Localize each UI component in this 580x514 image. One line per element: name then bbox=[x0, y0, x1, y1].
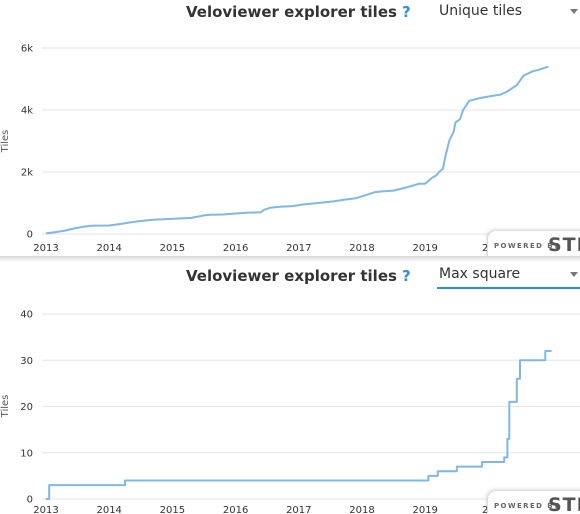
y-axis-label: Tiles bbox=[0, 130, 11, 154]
chart-title: Veloviewer explorer tiles? bbox=[186, 265, 411, 287]
y-tick-label: 6k bbox=[21, 44, 33, 55]
y-tick-label: 20 bbox=[20, 402, 33, 413]
chart-panel-unique-tiles: 02k4k6k201320142015201620172018201920Til… bbox=[0, 0, 580, 258]
chart-svg: 02k4k6k201320142015201620172018201920Til… bbox=[0, 44, 580, 254]
powered-by-text: POWERED BY bbox=[494, 502, 561, 510]
series-line bbox=[45, 65, 549, 235]
chart-title-text: Veloviewer explorer tiles bbox=[186, 3, 397, 21]
x-tick-label: 2019 bbox=[412, 243, 437, 254]
x-tick-label: 2015 bbox=[160, 505, 185, 514]
chart-title: Veloviewer explorer tiles? bbox=[186, 1, 411, 23]
x-tick-label: 2014 bbox=[96, 243, 121, 254]
powered-by-strava-badge[interactable]: POWERED BY STR bbox=[487, 230, 580, 258]
y-tick-label: 4k bbox=[21, 106, 33, 117]
metric-select[interactable]: Unique tiles bbox=[437, 0, 580, 24]
x-tick-label: 2013 bbox=[33, 243, 58, 254]
strava-logo: STR bbox=[548, 494, 580, 514]
x-tick-label: 2016 bbox=[223, 505, 248, 514]
x-tick-label: 2015 bbox=[160, 243, 185, 254]
x-tick-label: 2016 bbox=[223, 243, 248, 254]
chart-svg: 010203040201320142015201620172018201920T… bbox=[0, 310, 580, 514]
gridlines bbox=[42, 313, 580, 500]
metric-select[interactable]: Max square bbox=[437, 262, 580, 289]
chevron-down-icon bbox=[570, 9, 578, 14]
x-tick-label: 2018 bbox=[349, 505, 374, 514]
x-tick-label: 2014 bbox=[96, 505, 121, 514]
chevron-down-icon bbox=[570, 272, 578, 277]
powered-by-text: POWERED BY bbox=[494, 242, 561, 250]
chart-panel-max-square: 010203040201320142015201620172018201920T… bbox=[0, 262, 580, 514]
x-tick-label: 2018 bbox=[349, 243, 374, 254]
help-icon[interactable]: ? bbox=[401, 3, 411, 21]
y-tick-label: 10 bbox=[20, 448, 33, 459]
metric-select-value: Max square bbox=[439, 266, 521, 282]
y-tick-label: 2k bbox=[21, 168, 33, 179]
metric-select-value: Unique tiles bbox=[439, 3, 523, 19]
gridlines bbox=[42, 47, 580, 235]
y-tick-label: 0 bbox=[27, 495, 33, 506]
x-tick-label: 2017 bbox=[286, 243, 311, 254]
strava-logo: STR bbox=[548, 234, 580, 256]
help-icon[interactable]: ? bbox=[401, 267, 411, 285]
y-tick-label: 40 bbox=[20, 310, 33, 321]
x-tick-label: 2013 bbox=[33, 505, 58, 514]
x-tick-label: 2019 bbox=[412, 505, 437, 514]
panel-separator bbox=[0, 256, 580, 263]
x-tick-label: 2017 bbox=[286, 505, 311, 514]
powered-by-strava-badge[interactable]: POWERED BY STR bbox=[487, 490, 580, 514]
series-line bbox=[46, 350, 552, 500]
y-tick-label: 30 bbox=[20, 356, 33, 367]
y-axis-label: Tiles bbox=[0, 395, 11, 419]
y-tick-label: 0 bbox=[27, 230, 33, 241]
chart-title-text: Veloviewer explorer tiles bbox=[186, 267, 397, 285]
